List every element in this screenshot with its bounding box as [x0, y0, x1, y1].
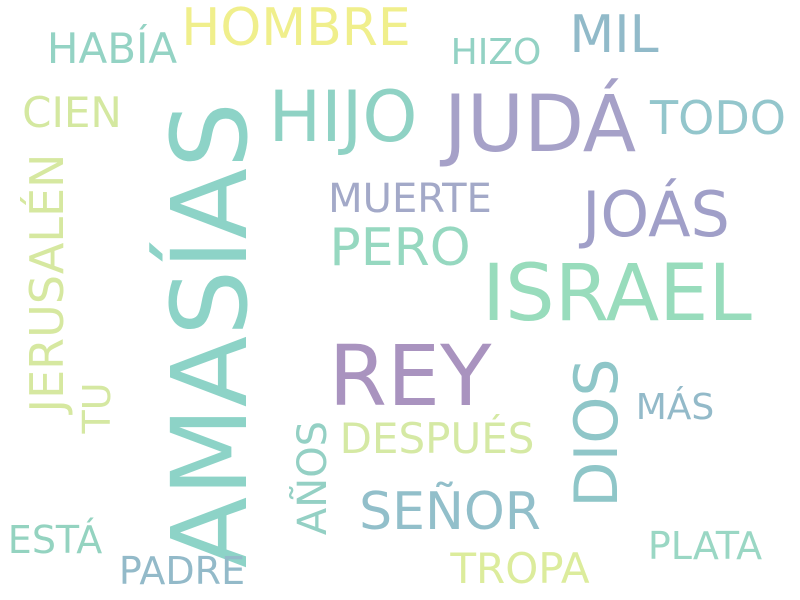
word-hombre: HOMBRE — [181, 0, 411, 58]
word-tropa: TROPA — [450, 544, 590, 593]
word-pero: PERO — [329, 218, 471, 278]
word-joas: JOÁS — [582, 178, 730, 251]
word-mil: MIL — [569, 5, 659, 65]
word-jerusalen: JERUSALÉN — [20, 153, 74, 413]
word-amasias: AMASÍAS — [149, 102, 271, 568]
word-anos: AÑOS — [290, 420, 336, 536]
word-senor: SEÑOR — [359, 482, 541, 542]
word-despues: DESPUÉS — [339, 414, 535, 463]
word-rey: REY — [328, 327, 492, 425]
word-esta: ESTÁ — [7, 518, 103, 562]
word-todo: TODO — [650, 91, 786, 145]
word-israel: ISRAEL — [482, 249, 752, 339]
word-dios: DIOS — [562, 358, 632, 508]
word-hizo: HIZO — [450, 32, 542, 73]
word-habia: HABÍA — [46, 24, 178, 73]
word-plata: PLATA — [647, 524, 763, 568]
word-hijo: HIJO — [268, 76, 418, 158]
word-mas: MÁS — [635, 387, 715, 428]
word-muerte: MUERTE — [328, 176, 492, 222]
word-juda: JUDÁ — [443, 80, 637, 170]
word-tu: TU — [75, 382, 119, 434]
word-cien: CIEN — [22, 88, 122, 137]
word-padre: PADRE — [118, 549, 246, 593]
